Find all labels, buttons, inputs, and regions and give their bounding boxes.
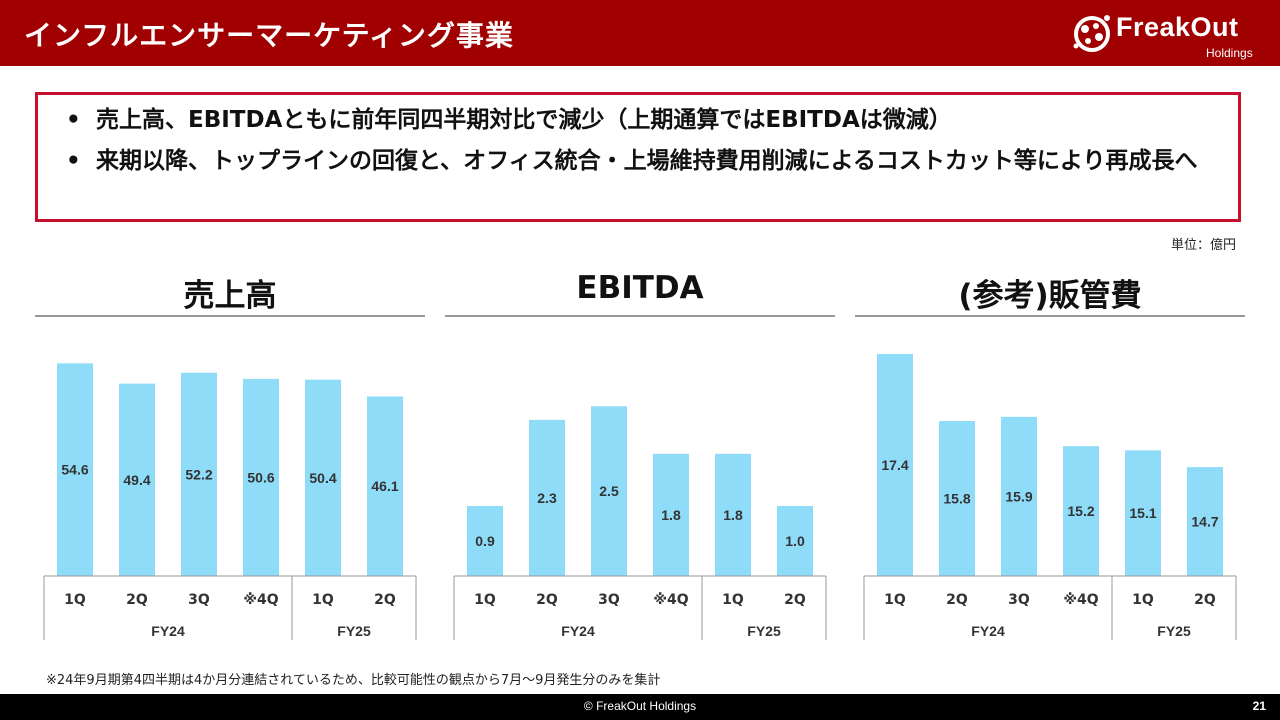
category-tick-label: 2Q bbox=[1194, 592, 1216, 608]
bullet-text: 来期以降、トップラインの回復と、オフィス統合・上場維持費用削減によるコストカット… bbox=[96, 148, 1198, 174]
category-tick-label: ※4Q bbox=[1063, 592, 1098, 608]
data-label: 1.8 bbox=[723, 507, 743, 523]
data-label: 15.1 bbox=[1129, 505, 1156, 521]
summary-box: • 売上高、EBITDAともに前年同四半期対比で減少（上期通算ではEBITDAは… bbox=[35, 92, 1241, 222]
footer-bar: © FreakOut Holdings 21 bbox=[0, 694, 1280, 720]
category-tick-label: ※4Q bbox=[243, 592, 278, 608]
logo-mark-icon bbox=[1073, 15, 1110, 52]
category-tick-label: 1Q bbox=[1132, 592, 1154, 608]
data-label: 50.4 bbox=[309, 470, 336, 486]
data-label: 17.4 bbox=[881, 457, 908, 473]
data-label: 54.6 bbox=[61, 462, 88, 478]
bar bbox=[939, 421, 975, 576]
bar bbox=[591, 406, 627, 576]
category-tick-label: 2Q bbox=[536, 592, 558, 608]
freakout-logo: FreakOut Holdings bbox=[1066, 6, 1272, 62]
group-label: FY24 bbox=[151, 623, 185, 639]
data-label: 2.5 bbox=[599, 483, 619, 499]
bar bbox=[715, 453, 751, 576]
group-label: FY24 bbox=[971, 623, 1005, 639]
category-tick-label: 3Q bbox=[188, 592, 210, 608]
copyright: © FreakOut Holdings bbox=[583, 699, 697, 713]
category-tick-label: 3Q bbox=[598, 592, 620, 608]
category-tick-label: 2Q bbox=[784, 592, 806, 608]
data-label: 0.9 bbox=[475, 533, 495, 549]
bar bbox=[1001, 416, 1037, 576]
bullet-dot: • bbox=[66, 107, 81, 133]
chart-svg: 54.61Q49.42Q52.23Q50.6※4Q50.41Q46.12QFY2… bbox=[35, 315, 425, 640]
data-label: 15.8 bbox=[943, 491, 970, 507]
data-label: 1.8 bbox=[661, 507, 681, 523]
category-tick-label: 1Q bbox=[312, 592, 334, 608]
category-tick-label: 2Q bbox=[374, 592, 396, 608]
data-label: 46.1 bbox=[371, 478, 398, 494]
page-number: 21 bbox=[1252, 699, 1266, 713]
bar bbox=[243, 378, 279, 576]
bar bbox=[305, 379, 341, 576]
bar bbox=[1187, 467, 1223, 576]
bar bbox=[529, 419, 565, 576]
group-label: FY24 bbox=[561, 623, 595, 639]
chart-title: EBITDA bbox=[576, 270, 704, 306]
slide-title: インフルエンサーマーケティング事業 bbox=[24, 19, 514, 52]
chart-title: (参考)販管費 bbox=[958, 278, 1142, 314]
data-label: 14.7 bbox=[1191, 514, 1218, 530]
category-tick-label: 3Q bbox=[1008, 592, 1030, 608]
category-tick-label: 1Q bbox=[474, 592, 496, 608]
logo-text: FreakOut bbox=[1116, 12, 1239, 42]
unit-label: 単位：億円 bbox=[1170, 238, 1236, 253]
category-tick-label: 2Q bbox=[126, 592, 148, 608]
data-label: 2.3 bbox=[537, 490, 557, 506]
bar bbox=[367, 396, 403, 576]
bar bbox=[1063, 446, 1099, 576]
category-tick-label: 1Q bbox=[64, 592, 86, 608]
data-label: 52.2 bbox=[185, 466, 212, 482]
category-tick-label: 1Q bbox=[722, 592, 744, 608]
data-label: 50.6 bbox=[247, 469, 274, 485]
chart-ebitda: EBITDA 0.9 1Q 2.3 2Q 2.5 3Q 1.8 ※4Q 1.8 1Q 1.0 2Q FY… bbox=[445, 270, 835, 650]
bar bbox=[1125, 450, 1161, 576]
chart-svg: 17.41Q15.82Q15.93Q15.2※4Q15.11Q14.72QFY2… bbox=[855, 315, 1245, 640]
group-label: FY25 bbox=[337, 623, 371, 639]
footnote: ※24年9月期第4四半期は4か月分連結されているため、比較可能性の観点から7月～… bbox=[46, 673, 661, 688]
data-label: 49.4 bbox=[123, 472, 150, 488]
header-bar: インフルエンサーマーケティング事業 FreakOut Holdings bbox=[0, 0, 1280, 66]
bullet-text: 売上高、EBITDAともに前年同四半期対比で減少（上期通算ではEBITDAは微減… bbox=[96, 107, 952, 133]
category-tick-label: ※4Q bbox=[653, 592, 688, 608]
chart-title: 売上高 bbox=[183, 278, 277, 314]
chart-sga: (参考)販管費 17.4 1Q 15.8 2Q 15.9 3Q 15.2 ※4Q 15.1 1Q 1… bbox=[855, 270, 1245, 650]
data-label: 1.0 bbox=[785, 533, 805, 549]
data-label: 15.2 bbox=[1067, 503, 1094, 519]
bullet-dot: • bbox=[66, 148, 81, 174]
bar bbox=[181, 372, 217, 576]
bar bbox=[467, 506, 503, 576]
bar bbox=[119, 383, 155, 576]
bar bbox=[653, 453, 689, 576]
bar bbox=[57, 363, 93, 576]
bar bbox=[777, 506, 813, 576]
chart-sales: 売上高 54.6 1Q 49.4 2Q 52.2 3Q 50.6 ※4Q 50.4 1Q 46.1 2… bbox=[35, 270, 425, 650]
data-label: 15.9 bbox=[1005, 488, 1032, 504]
category-tick-label: 1Q bbox=[884, 592, 906, 608]
logo-subtext: Holdings bbox=[1206, 46, 1253, 60]
bar bbox=[877, 354, 913, 576]
group-label: FY25 bbox=[747, 623, 781, 639]
group-label: FY25 bbox=[1157, 623, 1191, 639]
category-tick-label: 2Q bbox=[946, 592, 968, 608]
